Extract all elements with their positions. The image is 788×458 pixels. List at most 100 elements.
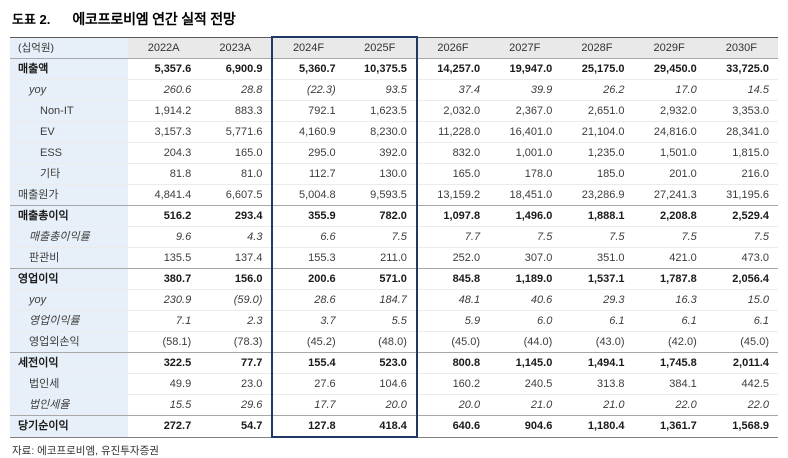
value-cell: 6,607.5 — [200, 184, 273, 206]
table-row: Non-IT 1,914.2 883.3 792.1 1,623.5 2,032.0 2,3… — [10, 100, 778, 122]
value-cell: 1,496.0 — [489, 205, 562, 227]
value-cell: 81.0 — [200, 163, 273, 185]
value-cell: 7.7 — [416, 226, 490, 248]
row-label: EV — [10, 121, 128, 143]
value-cell: 15.0 — [705, 289, 778, 311]
value-cell: 23.0 — [200, 373, 273, 395]
column-header: 2027F — [489, 37, 562, 59]
value-cell: 832.0 — [416, 142, 490, 164]
table-row: 당기순이익 272.7 54.7 127.8 418.4 640.6 904.6 1,180.… — [10, 415, 778, 438]
value-cell: 1,501.0 — [633, 142, 706, 164]
value-cell: 22.0 — [633, 394, 706, 416]
value-cell: 7.5 — [705, 226, 778, 248]
value-cell: 1,180.4 — [561, 415, 634, 438]
value-cell: 29.3 — [561, 289, 634, 311]
value-cell: 201.0 — [633, 163, 706, 185]
value-cell: 1,914.2 — [128, 100, 201, 122]
value-cell: 21.0 — [561, 394, 634, 416]
value-cell: 18,451.0 — [489, 184, 562, 206]
column-header: 2022A — [128, 37, 201, 59]
table-row: yoy 230.9 (59.0) 28.6 184.7 48.1 40.6 29.3 16.3 1… — [10, 289, 778, 311]
value-cell: 6,900.9 — [200, 58, 273, 80]
value-cell: 2,056.4 — [705, 268, 778, 290]
value-cell: 230.9 — [128, 289, 201, 311]
table-row: 영업이익률 7.1 2.3 3.7 5.5 5.9 6.0 6.1 6.1 6.1 — [10, 310, 778, 332]
value-cell: 1,623.5 — [344, 100, 418, 122]
value-cell: 165.0 — [200, 142, 273, 164]
table-row: 매출원가 4,841.4 6,607.5 5,004.8 9,593.5 13,159.2… — [10, 184, 778, 206]
value-cell: 93.5 — [344, 79, 418, 101]
row-label: 법인세 — [10, 373, 128, 395]
value-cell: 6.1 — [633, 310, 706, 332]
forecast-table: (십억원) 2022A 2023A 2024F 2025F 2026F 2027F 2028… — [10, 36, 778, 438]
value-cell: 3.7 — [271, 310, 345, 332]
row-label: yoy — [10, 79, 128, 101]
value-cell: 28,341.0 — [705, 121, 778, 143]
value-cell: 135.5 — [128, 247, 201, 269]
value-cell: 137.4 — [200, 247, 273, 269]
value-cell: 15.5 — [128, 394, 201, 416]
value-cell: 295.0 — [271, 142, 345, 164]
value-cell: 21.0 — [489, 394, 562, 416]
row-label: 법인세율 — [10, 394, 128, 416]
value-cell: 1,097.8 — [416, 205, 490, 227]
value-cell: 28.8 — [200, 79, 273, 101]
value-cell: 240.5 — [489, 373, 562, 395]
value-cell: 28.6 — [271, 289, 345, 311]
value-cell: (42.0) — [633, 331, 706, 353]
value-cell: 1,189.0 — [489, 268, 562, 290]
value-cell: 1,001.0 — [489, 142, 562, 164]
value-cell: 421.0 — [633, 247, 706, 269]
row-label: 당기순이익 — [10, 415, 128, 438]
table-body: 매출액 5,357.6 6,900.9 5,360.7 10,375.5 14,257.0… — [10, 58, 778, 438]
figure-title: 도표 2. 에코프로비엠 연간 실적 전망 — [10, 7, 778, 36]
value-cell: 4,841.4 — [128, 184, 201, 206]
table-row: yoy 260.6 28.8 (22.3) 93.5 37.4 39.9 26.2 17.0 14… — [10, 79, 778, 101]
value-cell: 1,888.1 — [561, 205, 634, 227]
value-cell: 640.6 — [416, 415, 490, 438]
row-label: 매출총이익률 — [10, 226, 128, 248]
row-label: 영업이익 — [10, 268, 128, 290]
table-row: ESS 204.3 165.0 295.0 392.0 832.0 1,001.0 1,235… — [10, 142, 778, 164]
value-cell: 1,745.8 — [633, 352, 706, 374]
value-cell: 22.0 — [705, 394, 778, 416]
column-header: 2023A — [200, 37, 273, 59]
value-cell: (58.1) — [128, 331, 201, 353]
value-cell: 307.0 — [489, 247, 562, 269]
value-cell: 2,208.8 — [633, 205, 706, 227]
column-header: 2028F — [561, 37, 634, 59]
value-cell: 782.0 — [344, 205, 418, 227]
value-cell: 355.9 — [271, 205, 345, 227]
value-cell: 2.3 — [200, 310, 273, 332]
value-cell: 3,157.3 — [128, 121, 201, 143]
value-cell: 2,932.0 — [633, 100, 706, 122]
value-cell: 77.7 — [200, 352, 273, 374]
table-row: 법인세율 15.5 29.6 17.7 20.0 20.0 21.0 21.0 22.0 22.0 — [10, 394, 778, 416]
row-label: 기타 — [10, 163, 128, 185]
value-cell: 16,401.0 — [489, 121, 562, 143]
value-cell: 49.9 — [128, 373, 201, 395]
value-cell: 442.5 — [705, 373, 778, 395]
value-cell: 1,361.7 — [633, 415, 706, 438]
value-cell: 20.0 — [416, 394, 490, 416]
table-row: 영업이익 380.7 156.0 200.6 571.0 845.8 1,189.0 1,53… — [10, 268, 778, 290]
value-cell: 260.6 — [128, 79, 201, 101]
value-cell: 6.6 — [271, 226, 345, 248]
value-cell: 184.7 — [344, 289, 418, 311]
value-cell: (44.0) — [489, 331, 562, 353]
value-cell: 2,651.0 — [561, 100, 634, 122]
row-label: 영업외손익 — [10, 331, 128, 353]
value-cell: 5,360.7 — [271, 58, 345, 80]
value-cell: 418.4 — [344, 415, 418, 438]
value-cell: 23,286.9 — [561, 184, 634, 206]
value-cell: 5.9 — [416, 310, 490, 332]
value-cell: 21,104.0 — [561, 121, 634, 143]
row-label: 매출원가 — [10, 184, 128, 206]
table-row: 법인세 49.9 23.0 27.6 104.6 160.2 240.5 313.8 384.1… — [10, 373, 778, 395]
value-cell: 160.2 — [416, 373, 490, 395]
value-cell: 25,175.0 — [561, 58, 634, 80]
value-cell: (78.3) — [200, 331, 273, 353]
value-cell: 156.0 — [200, 268, 273, 290]
value-cell: 380.7 — [128, 268, 201, 290]
table-row: 매출총이익률 9.6 4.3 6.6 7.5 7.7 7.5 7.5 7.5 7.5 — [10, 226, 778, 248]
